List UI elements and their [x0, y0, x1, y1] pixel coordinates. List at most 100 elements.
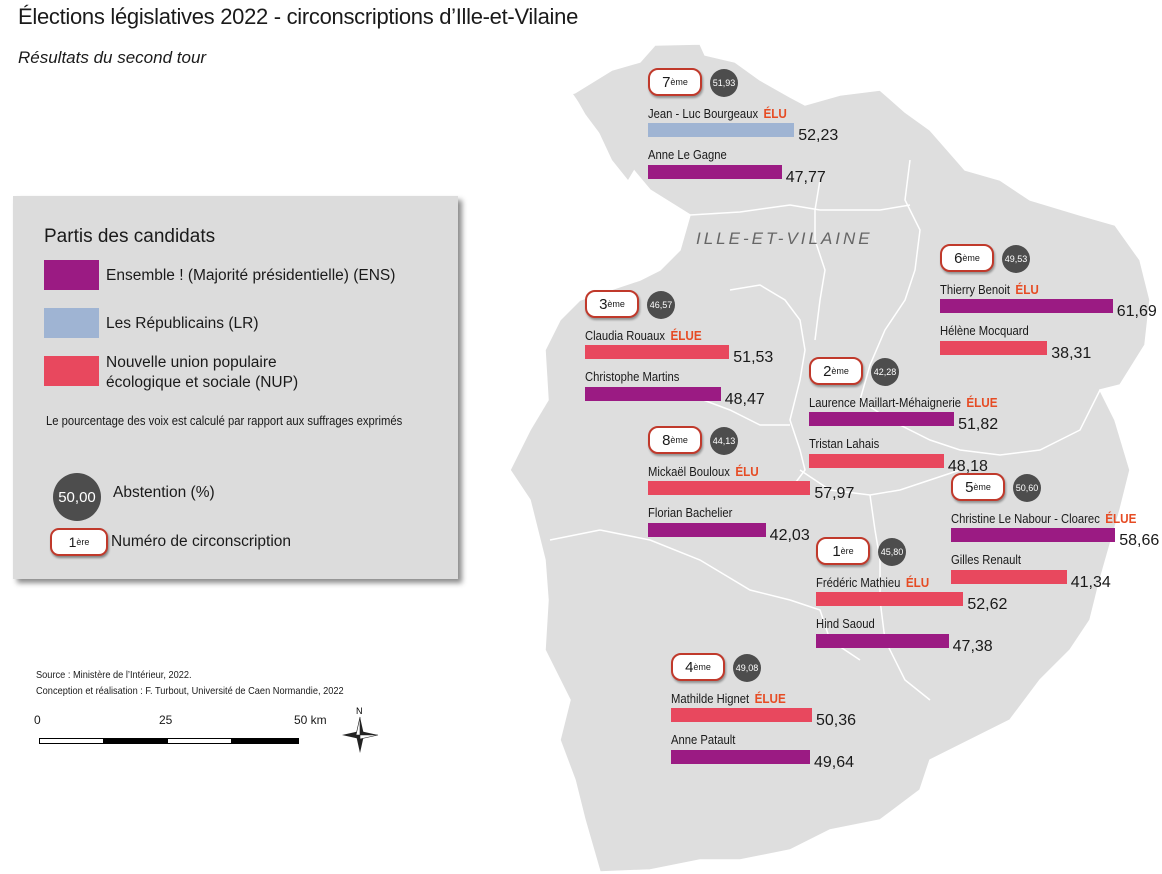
candidate-name: Anne Le Gagne	[648, 148, 727, 162]
circo-number-sup: ère	[840, 546, 854, 556]
vote-bar-nup	[671, 708, 812, 722]
vote-bar-ens	[940, 299, 1113, 313]
source-line: Source : Ministère de l’Intérieur, 2022.	[36, 669, 192, 681]
legend-label-circo: Numéro de circonscription	[111, 533, 292, 550]
vote-bar-nup	[951, 570, 1067, 584]
scale-tick-25: 25	[159, 713, 173, 727]
circo-number: 5	[965, 478, 974, 496]
north-letter: N	[356, 706, 363, 716]
circo-number: 7	[662, 73, 671, 91]
vote-bar-nup	[648, 481, 811, 495]
candidate-name-text: Mickaël Bouloux	[648, 465, 730, 479]
source-credits: Source : Ministère de l’Intérieur, 2022.…	[36, 667, 344, 699]
candidate-name-text: Tristan Lahais	[809, 437, 880, 451]
vote-bar-ens	[648, 523, 766, 537]
abstention-badge: 51,93	[710, 69, 738, 97]
candidate-name-text: Gilles Renault	[951, 553, 1022, 567]
circo-number-sup: ème	[693, 662, 711, 672]
legend-label-abstention: Abstention (%)	[113, 484, 215, 501]
candidate-name: Christophe Martins	[585, 370, 679, 384]
candidate-name: Tristan Lahais	[809, 437, 879, 451]
vote-bar-ens	[585, 387, 721, 401]
abstention-badge: 49,08	[733, 654, 761, 682]
vote-percentage: 47,38	[952, 638, 993, 655]
abstention-badge: 46,57	[647, 291, 675, 319]
circo-number: 8	[662, 431, 671, 449]
vote-percentage: 51,82	[958, 416, 999, 433]
candidate-name-text: Jean - Luc Bourgeaux	[648, 107, 759, 121]
vote-bar-ens	[816, 634, 949, 648]
vote-percentage: 48,47	[724, 391, 765, 408]
circo-number-sup: ème	[670, 435, 688, 445]
circo-number-badge: 6 ème	[940, 244, 994, 272]
vote-percentage: 41,34	[1070, 574, 1111, 591]
candidate-name-text: Anne Le Gagne	[648, 148, 727, 162]
legend-swatch-lr	[44, 308, 99, 338]
candidate-name: Mathilde Hignet ÉLUE	[671, 691, 786, 706]
circo-number-sup: ème	[831, 366, 849, 376]
candidate-name: Mickaël Bouloux ÉLU	[648, 464, 759, 479]
circo-number: 6	[954, 249, 963, 267]
legend-note: Le pourcentage des voix est calculé par …	[46, 414, 403, 428]
vote-percentage: 48,18	[947, 458, 988, 475]
candidate-name-text: Thierry Benoit	[940, 283, 1011, 297]
circo-number-badge: 4 ème	[671, 653, 725, 681]
vote-bar-ens	[951, 528, 1116, 542]
elected-label: ÉLUE	[1105, 511, 1137, 526]
scale-tick-50: 50 km	[294, 713, 327, 727]
vote-bar-ens	[809, 412, 955, 426]
map-subtitle: Résultats du second tour	[18, 48, 207, 67]
vote-percentage: 61,69	[1116, 303, 1157, 320]
scale-seg-1	[39, 738, 104, 744]
elected-label: ÉLU	[1015, 282, 1039, 297]
candidate-name-text: Florian Bachelier	[648, 506, 733, 520]
scale-bar: 0 25 50 km	[34, 713, 376, 773]
abstention-sample-icon: 50,00	[53, 473, 101, 521]
vote-percentage: 47,77	[785, 169, 826, 186]
candidate-name-text: Mathilde Hignet	[671, 692, 750, 706]
circo-number-badge: 3 ème	[585, 290, 639, 318]
vote-bar-nup	[809, 454, 944, 468]
elected-label: ÉLU	[763, 106, 787, 121]
candidate-name: Frédéric Mathieu ÉLU	[816, 575, 929, 590]
vote-bar-nup	[816, 592, 964, 606]
coast-islet	[573, 90, 640, 180]
candidate-name: Laurence Maillart-Méhaignerie ÉLUE	[809, 395, 998, 410]
scale-seg-4	[231, 738, 299, 744]
elected-label: ÉLUE	[754, 691, 786, 706]
north-arrow-icon: N	[342, 706, 379, 753]
abstention-badge: 42,28	[871, 358, 899, 386]
vote-percentage: 57,97	[814, 485, 855, 502]
candidate-name-text: Hind Saoud	[816, 617, 875, 631]
candidate-name: Thierry Benoit ÉLU	[940, 282, 1039, 297]
candidate-name-text: Laurence Maillart-Méhaignerie	[809, 396, 961, 410]
circo-number-sup: ème	[607, 299, 625, 309]
vote-bar-ens	[671, 750, 810, 764]
legend-swatch-ens	[44, 260, 99, 290]
credits-line: Conception et réalisation : F. Turbout, …	[36, 685, 344, 697]
candidate-name: Anne Patault	[671, 733, 735, 747]
candidate-name: Hélène Mocquard	[940, 324, 1029, 338]
elected-label: ÉLUE	[670, 328, 702, 343]
candidate-name: Hind Saoud	[816, 617, 875, 631]
candidate-name: Gilles Renault	[951, 553, 1021, 567]
circo-number: 3	[599, 295, 608, 313]
abstention-badge: 44,13	[710, 427, 738, 455]
circo-number-sup: ème	[973, 482, 991, 492]
elected-label: ÉLUE	[966, 395, 998, 410]
circo-number-sup: ème	[670, 77, 688, 87]
candidate-name-text: Christophe Martins	[585, 370, 680, 384]
vote-percentage: 49,64	[813, 754, 855, 771]
circo-number-badge: 2 ème	[809, 357, 863, 385]
circo-number-badge: 7 ème	[648, 68, 702, 96]
vote-bar-nup	[585, 345, 730, 359]
circo-number-badge: 8 ème	[648, 426, 702, 454]
legend-label-ens: Ensemble ! (Majorité présidentielle) (EN…	[106, 267, 396, 284]
map-title: Élections législatives 2022 - circonscri…	[18, 4, 578, 29]
circo-number-sup: ème	[962, 253, 980, 263]
vote-bar-nup	[940, 341, 1048, 355]
scale-seg-2	[103, 738, 168, 744]
circo-number: 4	[685, 658, 694, 676]
circo-sample-num: 1	[68, 534, 77, 550]
circo-number-badge: 5 ème	[951, 473, 1005, 501]
